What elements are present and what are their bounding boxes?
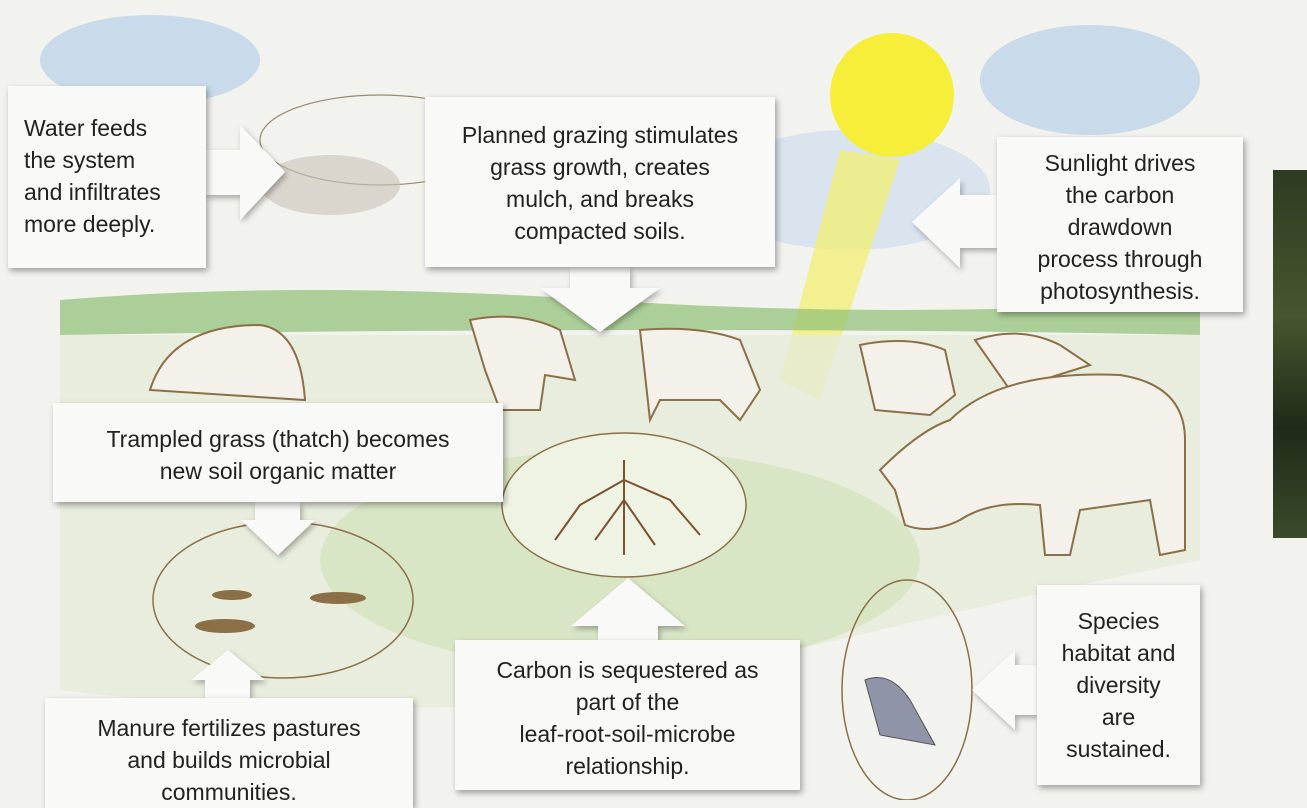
callout-line: Manure fertilizes pastures — [45, 712, 413, 744]
callout-line: the carbon — [997, 179, 1243, 211]
callout-line: diversity — [1037, 669, 1200, 701]
callout-line: Water feeds — [24, 112, 206, 144]
callout-line: Species — [1037, 605, 1200, 637]
callout-line: part of the — [455, 686, 800, 718]
callout-line: Carbon is sequestered as — [455, 654, 800, 686]
callout-line: relationship. — [455, 750, 800, 782]
callout-line: new soil organic matter — [53, 455, 503, 487]
callout-line: more deeply. — [24, 208, 206, 240]
callout-line: Planned grazing stimulates — [425, 119, 775, 151]
callout-line: compacted soils. — [425, 215, 775, 247]
callout-line: drawdown — [997, 211, 1243, 243]
callout-line: sustained. — [1037, 733, 1200, 765]
callout-line: the system — [24, 144, 206, 176]
callout-line: habitat and — [1037, 637, 1200, 669]
callout-line: photosynthesis. — [997, 275, 1243, 307]
callout-line: leaf-root-soil-microbe — [455, 718, 800, 750]
callout-line: and infiltrates — [24, 176, 206, 208]
callout-line: mulch, and breaks — [425, 183, 775, 215]
callout-line: process through — [997, 243, 1243, 275]
callout-line: grass growth, creates — [425, 151, 775, 183]
page: Water feedsthe systemand infiltratesmore… — [0, 0, 1307, 800]
callout-line: are — [1037, 701, 1200, 733]
photo — [1273, 170, 1307, 538]
callout-line: Sunlight drives — [997, 147, 1243, 179]
callout-line: communities. — [45, 776, 413, 808]
callout-line: Trampled grass (thatch) becomes — [53, 423, 503, 455]
callout-line: and builds microbial — [45, 744, 413, 776]
